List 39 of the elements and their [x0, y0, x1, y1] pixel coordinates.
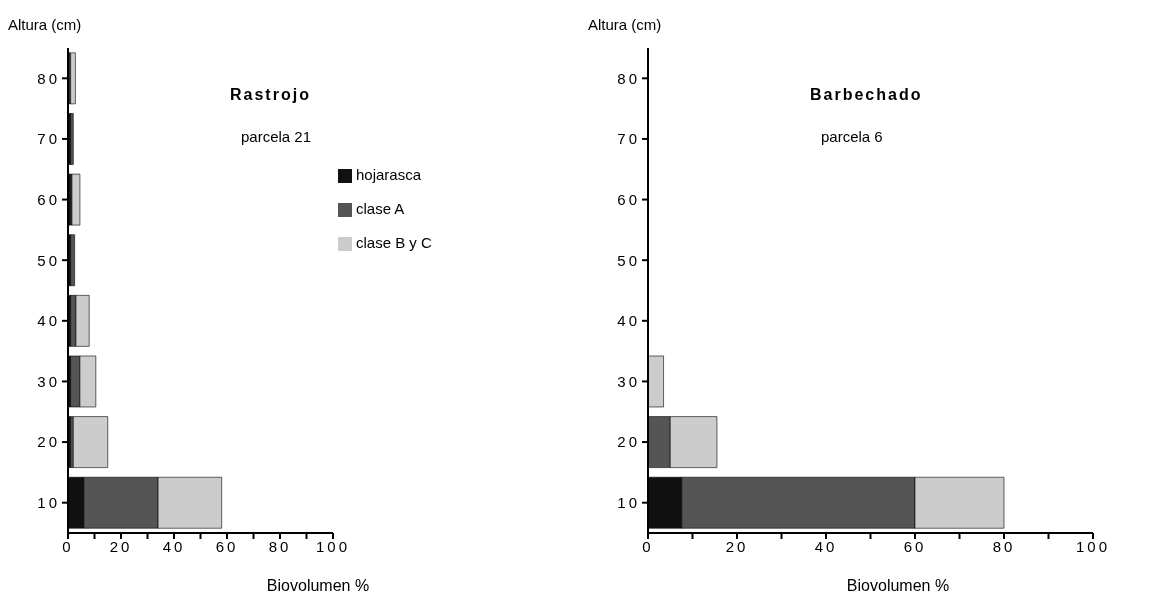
y-tick-label: 20 [617, 433, 640, 451]
y-tick-label: 60 [617, 190, 640, 208]
y-tick-label: 20 [37, 433, 60, 451]
legend-label: clase A [356, 200, 405, 217]
legend-label: hojarasca [356, 166, 422, 183]
y-tick-label: 40 [617, 312, 640, 330]
text: parcela 21 [241, 128, 312, 145]
y-tick-label: 80 [617, 69, 640, 87]
text: parcela 6 [821, 128, 883, 145]
x-tick-label: 40 [162, 537, 186, 555]
x-tick-label: 80 [268, 537, 292, 555]
x-tick-label: 80 [992, 537, 1016, 555]
y-tick-label: 80 [37, 69, 60, 87]
x-axis-title: Biovolumen % [265, 577, 371, 595]
y-tick-label: 70 [617, 130, 640, 148]
y-tick-label: 40 [37, 312, 60, 330]
legend-label: clase B y C [356, 234, 432, 251]
y-tick-label: 60 [37, 190, 60, 208]
y-tick-label: 10 [617, 494, 640, 512]
y-tick-label: 50 [617, 251, 640, 269]
y-tick-label: 70 [37, 130, 60, 148]
y-tick-label: 10 [37, 494, 60, 512]
y-tick-label: 30 [617, 372, 640, 390]
x-tick-label: 20 [109, 537, 133, 555]
x-tick-label: 60 [903, 537, 927, 555]
y-tick-label: 30 [37, 372, 60, 390]
x-tick-label: 100 [1075, 537, 1111, 555]
y-tick-label: 50 [37, 251, 60, 269]
x-tick-label: 100 [315, 537, 351, 555]
text: Rastrojo [230, 86, 311, 104]
x-axis-title: Biovolumen % [845, 577, 951, 595]
x-tick-label: 0 [62, 537, 74, 555]
x-tick-label: 60 [215, 537, 239, 555]
x-tick-label: 40 [814, 537, 838, 555]
text: Barbechado [810, 86, 923, 104]
y-axis-title: Altura (cm) [588, 16, 662, 33]
x-tick-label: 0 [642, 537, 654, 555]
y-axis-title: Altura (cm) [8, 16, 82, 33]
x-tick-label: 20 [725, 537, 749, 555]
